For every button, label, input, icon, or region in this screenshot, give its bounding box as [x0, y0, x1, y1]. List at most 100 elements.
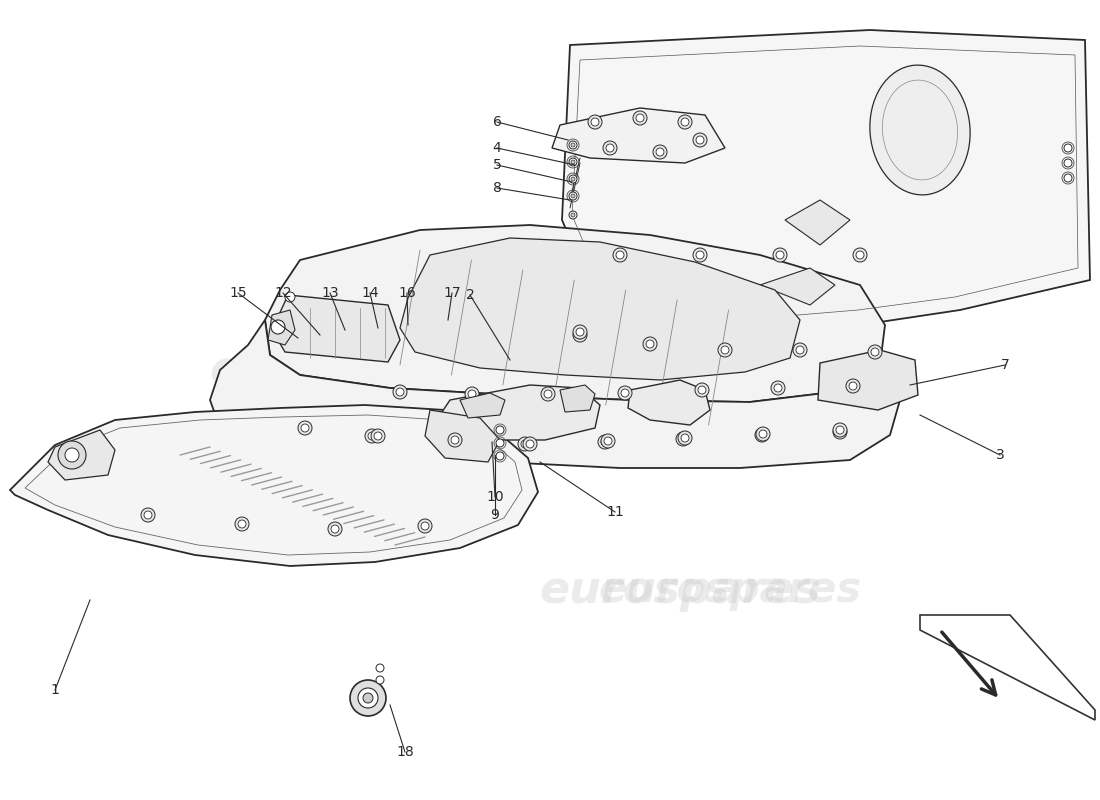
Circle shape [571, 213, 575, 217]
Circle shape [681, 118, 689, 126]
Circle shape [569, 192, 578, 200]
Circle shape [571, 160, 575, 164]
Circle shape [371, 429, 385, 443]
Circle shape [522, 437, 537, 451]
Text: 8: 8 [493, 181, 502, 195]
Circle shape [1064, 159, 1072, 167]
Circle shape [571, 194, 575, 198]
Circle shape [363, 693, 373, 703]
Circle shape [569, 141, 578, 149]
Circle shape [588, 115, 602, 129]
Text: 4: 4 [493, 141, 502, 155]
Circle shape [571, 143, 575, 147]
Text: 5: 5 [493, 158, 502, 172]
Circle shape [696, 136, 704, 144]
Circle shape [141, 508, 155, 522]
Polygon shape [628, 380, 710, 425]
Polygon shape [268, 310, 295, 345]
Circle shape [421, 522, 429, 530]
Polygon shape [760, 268, 835, 305]
Circle shape [358, 688, 378, 708]
Circle shape [365, 429, 380, 443]
Circle shape [496, 426, 504, 434]
Circle shape [755, 428, 769, 442]
Circle shape [368, 432, 376, 440]
Polygon shape [400, 238, 800, 380]
Circle shape [298, 421, 312, 435]
Circle shape [756, 427, 770, 441]
Circle shape [446, 436, 454, 444]
Circle shape [58, 441, 86, 469]
Circle shape [544, 390, 552, 398]
Circle shape [521, 440, 529, 448]
Polygon shape [460, 393, 505, 418]
Circle shape [759, 430, 767, 438]
Text: 15: 15 [229, 286, 246, 300]
Polygon shape [210, 320, 900, 468]
Circle shape [852, 248, 867, 262]
Circle shape [573, 325, 587, 339]
Polygon shape [425, 410, 500, 462]
Text: 12: 12 [274, 286, 292, 300]
Polygon shape [562, 30, 1090, 335]
Circle shape [328, 522, 342, 536]
Circle shape [606, 144, 614, 152]
Circle shape [285, 292, 295, 302]
Circle shape [418, 519, 432, 533]
Circle shape [573, 328, 587, 342]
Circle shape [644, 337, 657, 351]
Circle shape [758, 431, 766, 439]
Text: eurospares: eurospares [209, 349, 491, 391]
Circle shape [526, 440, 534, 448]
Circle shape [603, 141, 617, 155]
Text: 7: 7 [1001, 358, 1010, 372]
Circle shape [468, 390, 476, 398]
Circle shape [653, 145, 667, 159]
Circle shape [676, 432, 690, 446]
Polygon shape [442, 385, 600, 440]
Circle shape [796, 346, 804, 354]
Circle shape [451, 436, 459, 444]
Circle shape [396, 388, 404, 396]
Text: 13: 13 [321, 286, 339, 300]
Circle shape [376, 676, 384, 684]
Circle shape [720, 346, 729, 354]
Text: 1: 1 [51, 683, 59, 697]
Circle shape [836, 426, 844, 434]
Text: eurospares: eurospares [598, 569, 861, 611]
Text: 9: 9 [491, 508, 499, 522]
Circle shape [518, 437, 532, 451]
Circle shape [601, 438, 609, 446]
Circle shape [698, 386, 706, 394]
Circle shape [604, 437, 612, 445]
Circle shape [618, 386, 632, 400]
Text: eurospares: eurospares [539, 569, 821, 611]
Circle shape [632, 111, 647, 125]
Circle shape [443, 433, 456, 447]
Circle shape [1064, 144, 1072, 152]
Circle shape [569, 158, 578, 166]
Circle shape [144, 511, 152, 519]
Circle shape [576, 331, 584, 339]
Circle shape [681, 434, 689, 442]
Circle shape [350, 680, 386, 716]
Circle shape [774, 384, 782, 392]
Circle shape [331, 525, 339, 533]
Circle shape [496, 452, 504, 460]
Text: 11: 11 [606, 505, 624, 519]
Circle shape [833, 423, 847, 437]
Circle shape [235, 517, 249, 531]
Circle shape [836, 428, 844, 436]
Circle shape [776, 251, 784, 259]
Text: 10: 10 [486, 490, 504, 504]
Circle shape [693, 248, 707, 262]
Text: 6: 6 [493, 115, 502, 129]
Text: 17: 17 [443, 286, 461, 300]
Circle shape [571, 177, 575, 181]
Polygon shape [818, 350, 918, 410]
Circle shape [771, 381, 785, 395]
Circle shape [646, 340, 654, 348]
Circle shape [793, 343, 807, 357]
Circle shape [849, 382, 857, 390]
Circle shape [591, 118, 600, 126]
